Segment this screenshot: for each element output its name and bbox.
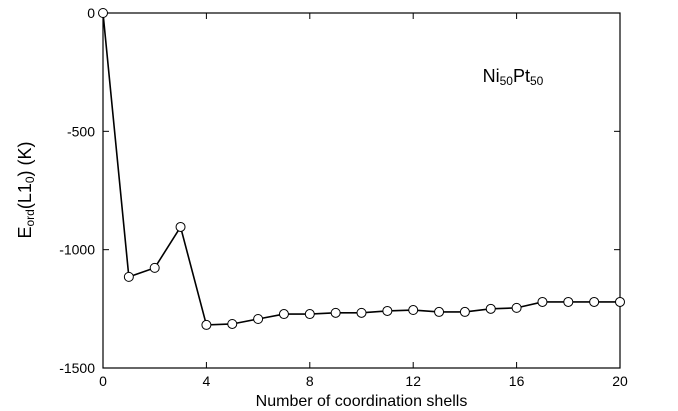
x-tick-label: 0 [99,373,107,389]
marker [589,296,600,307]
annotation-part: Pt [513,66,530,86]
marker [485,303,496,314]
marker [304,309,315,320]
marker [382,305,393,316]
marker [175,221,186,232]
marker [253,314,264,325]
marker [537,296,548,307]
annotation-part: 50 [500,74,514,88]
marker [123,271,134,282]
marker [330,307,341,318]
marker [615,296,625,307]
x-tick-label: 16 [509,373,525,389]
y-axis-label-part: ) (K) [15,141,35,176]
marker [408,305,419,316]
x-tick-label: 8 [306,373,314,389]
marker [356,307,367,318]
marker [227,318,238,329]
annotation-part: Ni [483,66,500,86]
x-tick-label: 12 [405,373,421,389]
y-axis-label-part: ord [23,209,37,226]
y-tick-label: -1500 [59,360,95,376]
marker [201,319,212,330]
annotation-part: 50 [530,74,544,88]
marker [511,302,522,313]
y-tick-label: -1000 [59,242,95,258]
y-tick-label: -500 [67,123,95,139]
y-axis-label-part: E [15,227,35,239]
x-tick-label: 20 [612,373,628,389]
annotation: Ni50Pt50 [483,66,544,88]
y-axis-label-part: 0 [23,176,37,183]
marker [434,306,445,317]
plot-frame [102,12,621,369]
x-tick-label: 4 [203,373,211,389]
x-axis-label: Number of coordination shells [256,393,468,410]
marker [563,296,574,307]
marker [98,8,108,18]
y-axis-label: Eord(L10) (K) [15,141,37,238]
y-tick-label: 0 [87,5,95,21]
line [102,12,620,326]
marker [149,262,160,273]
marker [459,306,470,317]
marker [278,309,289,320]
y-axis-label-part: (L1 [15,183,35,209]
